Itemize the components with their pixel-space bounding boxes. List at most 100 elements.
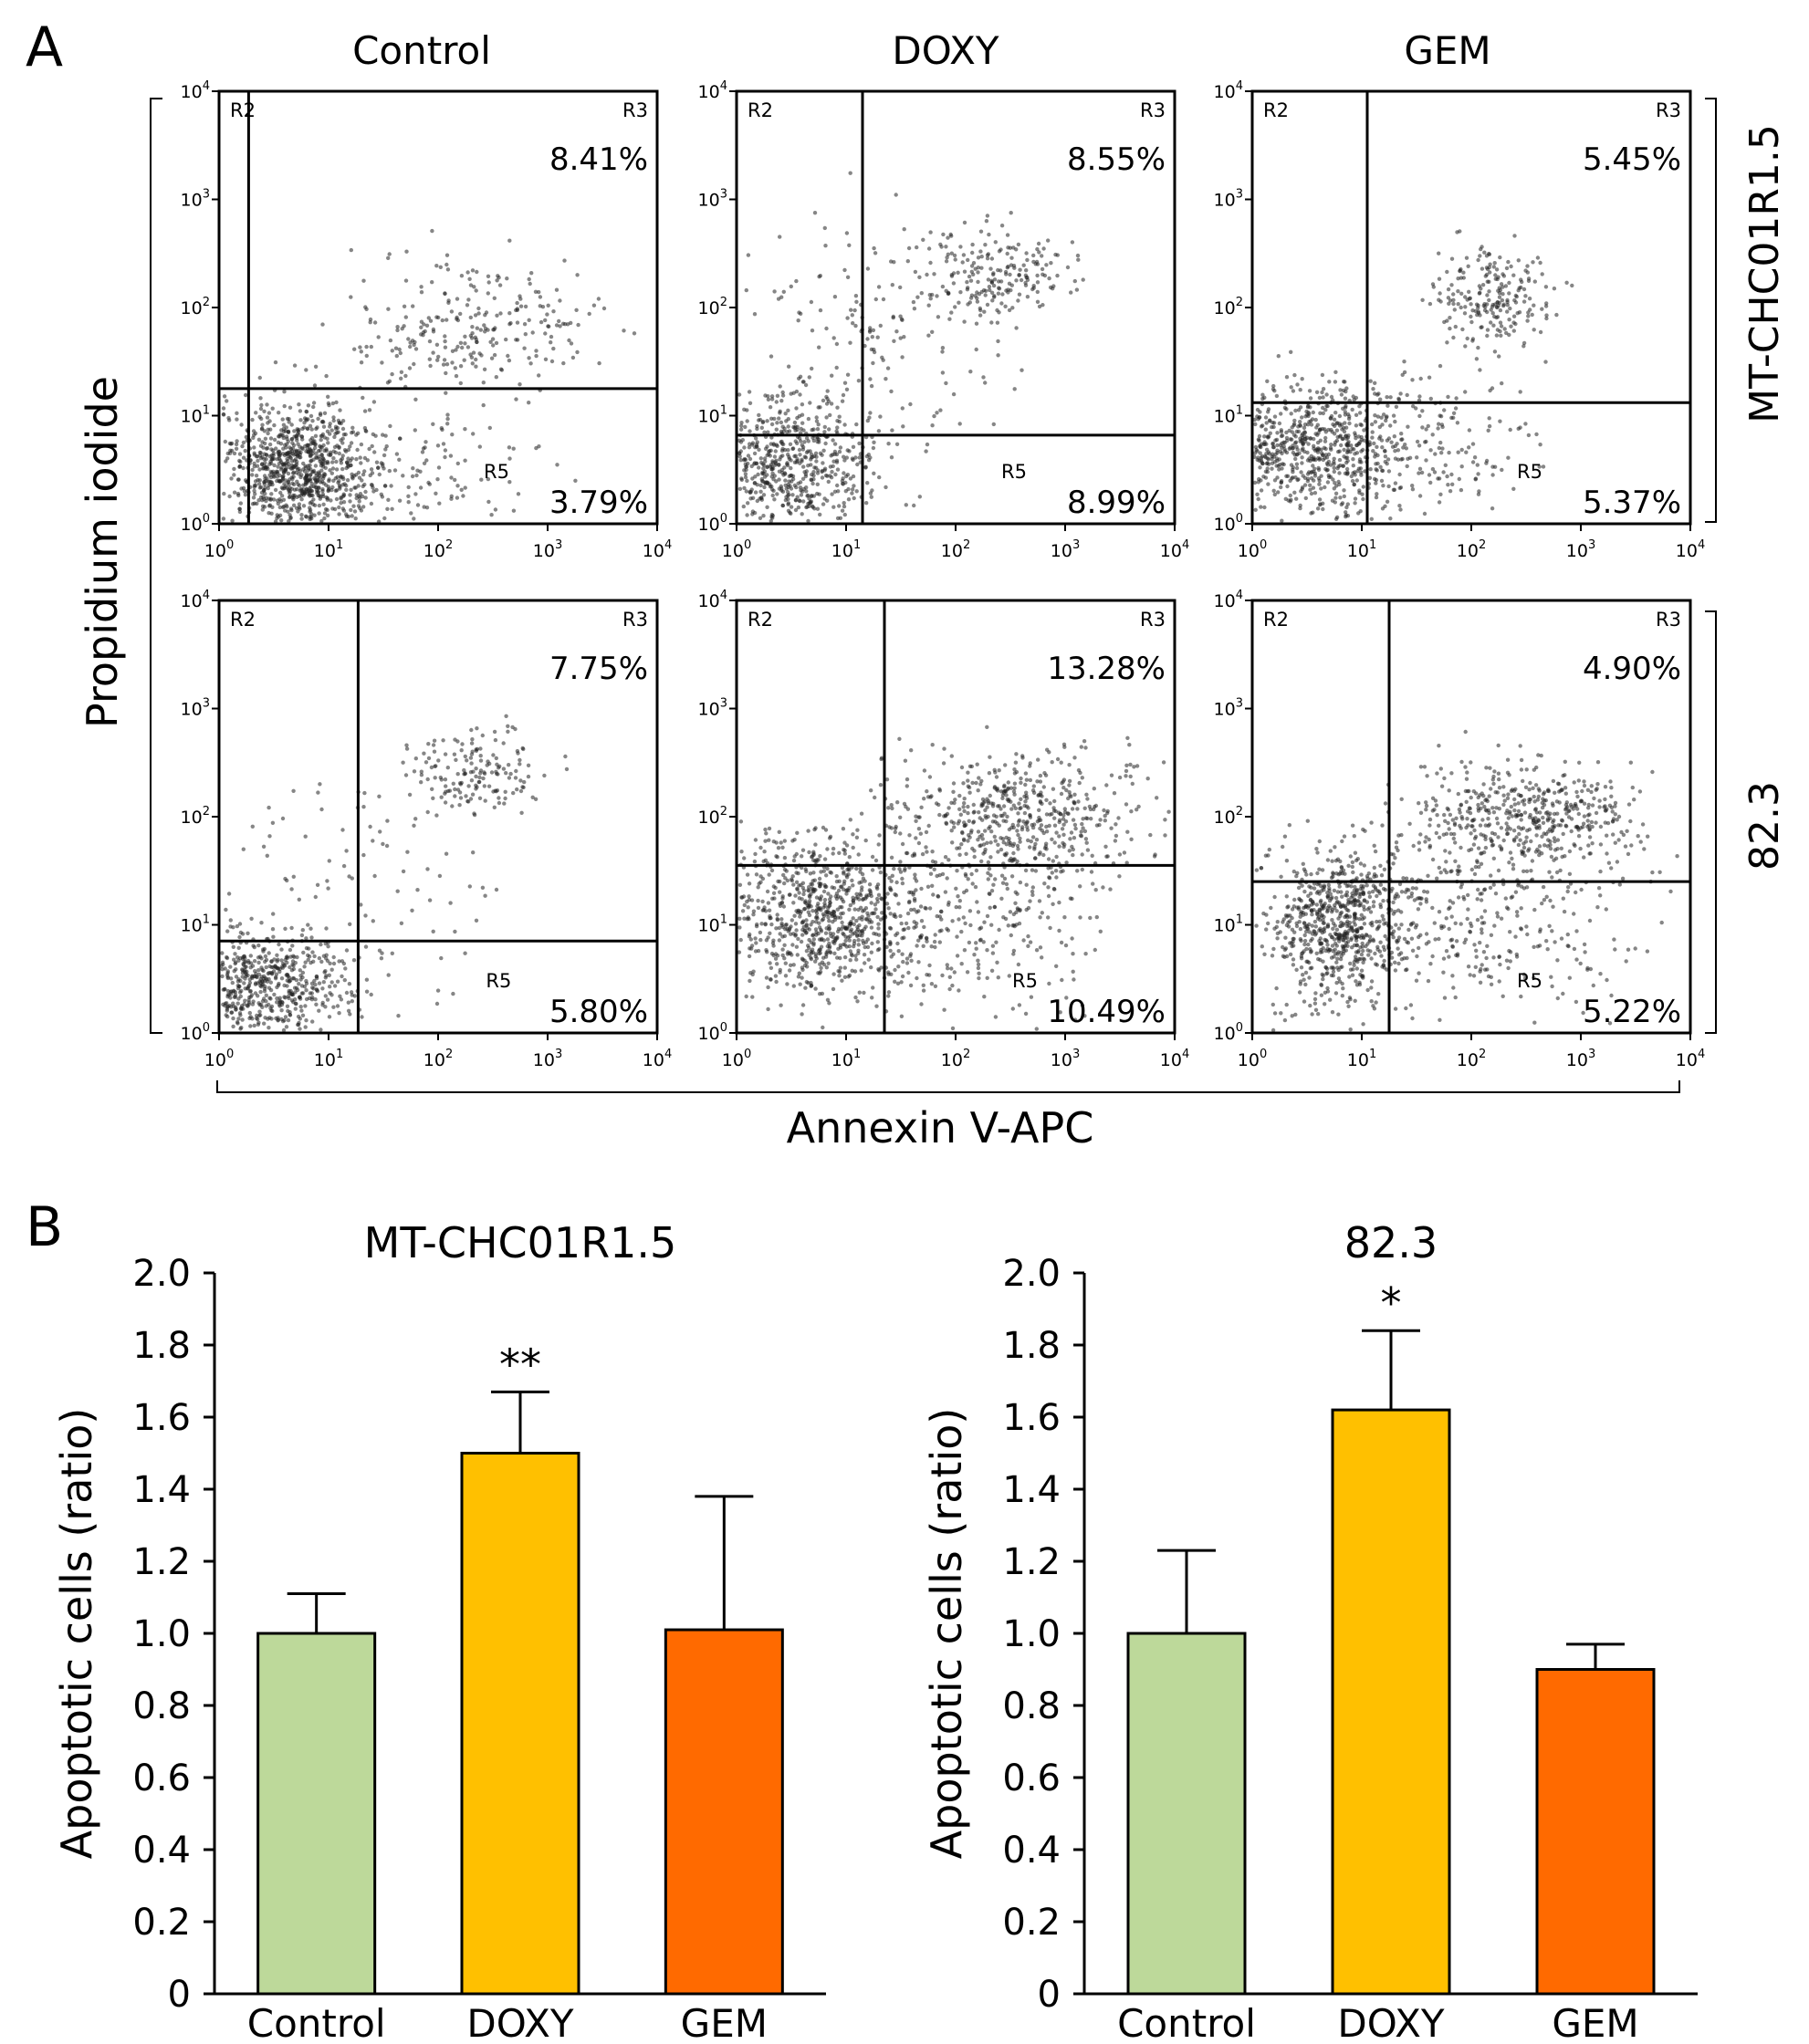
- event-dot: [1485, 328, 1490, 332]
- event-dot: [1538, 443, 1542, 447]
- event-dot: [445, 412, 450, 417]
- event-dot: [1072, 792, 1077, 797]
- event-dot: [573, 478, 578, 483]
- event-dot: [809, 299, 814, 305]
- event-dot: [856, 852, 861, 857]
- event-dot: [829, 871, 833, 875]
- event-dot: [1390, 444, 1396, 449]
- event-dot: [1441, 470, 1446, 474]
- event-dot: [227, 494, 232, 499]
- event-dot: [233, 961, 237, 966]
- event-dot: [349, 295, 353, 299]
- event-dot: [238, 1013, 243, 1017]
- event-dot: [800, 444, 806, 450]
- event-dot: [1356, 511, 1361, 516]
- event-dot: [850, 878, 854, 883]
- event-dot: [291, 788, 296, 793]
- event-dot: [316, 790, 320, 795]
- event-dot: [277, 434, 281, 439]
- event-dot: [809, 499, 814, 504]
- event-dot: [337, 421, 342, 425]
- event-dot: [1420, 409, 1425, 413]
- event-dot: [1459, 291, 1464, 296]
- event-dot: [787, 454, 791, 459]
- event-dot: [622, 328, 626, 333]
- event-dot: [851, 832, 855, 837]
- event-dot: [266, 1017, 270, 1021]
- event-dot: [800, 1003, 806, 1007]
- event-dot: [450, 433, 455, 437]
- event-dot: [284, 434, 289, 439]
- event-dot: [1500, 381, 1504, 386]
- event-dot: [1018, 806, 1022, 811]
- event-dot: [376, 335, 381, 339]
- event-dot: [444, 262, 449, 267]
- event-dot: [413, 492, 418, 496]
- event-dot: [746, 905, 750, 910]
- event-dot: [497, 796, 501, 800]
- event-dot: [326, 394, 330, 399]
- event-dot: [813, 927, 819, 932]
- event-dot: [575, 349, 580, 355]
- event-dot: [829, 894, 833, 899]
- event-dot: [830, 469, 834, 474]
- event-dot: [1014, 278, 1019, 283]
- event-dot: [783, 483, 788, 487]
- event-dot: [1308, 436, 1312, 441]
- event-dot: [744, 287, 748, 293]
- event-dot: [847, 907, 852, 912]
- event-dot: [1391, 413, 1396, 418]
- event-dot: [870, 996, 874, 1000]
- event-dot: [1541, 464, 1546, 469]
- event-dot: [836, 969, 841, 974]
- event-dot: [349, 990, 354, 995]
- event-dot: [262, 482, 267, 486]
- event-dot: [403, 373, 408, 379]
- event-dot: [778, 932, 782, 936]
- event-dot: [308, 447, 312, 453]
- event-dot: [1054, 830, 1059, 835]
- event-dot: [505, 276, 509, 281]
- event-dot: [951, 781, 957, 786]
- event-dot: [1064, 860, 1069, 865]
- plot-r2c1-x-tick-label: 103: [533, 1048, 562, 1070]
- event-dot: [1449, 472, 1454, 477]
- event-dot: [754, 443, 759, 447]
- event-dot: [936, 315, 941, 319]
- event-dot: [300, 928, 305, 933]
- event-dot: [335, 979, 340, 984]
- event-dot: [328, 422, 332, 426]
- event-dot: [850, 968, 854, 974]
- event-dot: [340, 466, 345, 472]
- event-dot: [1003, 304, 1008, 308]
- event-dot: [304, 409, 308, 414]
- event-dot: [1076, 257, 1081, 262]
- event-dot: [308, 413, 314, 419]
- event-dot: [855, 462, 860, 467]
- event-dot: [225, 1005, 230, 1009]
- event-dot: [350, 999, 354, 1004]
- event-dot: [256, 437, 262, 442]
- event-dot: [237, 990, 243, 995]
- event-dot: [1321, 453, 1325, 458]
- event-dot: [1024, 251, 1029, 256]
- event-dot: [285, 1004, 290, 1009]
- event-dot: [785, 982, 789, 986]
- event-dot: [287, 420, 291, 424]
- event-dot: [789, 877, 794, 881]
- event-dot: [978, 306, 983, 311]
- event-dot: [489, 356, 495, 360]
- event-dot: [795, 953, 800, 957]
- event-dot: [802, 906, 808, 912]
- event-dot: [835, 936, 840, 941]
- event-dot: [1463, 305, 1468, 309]
- plot-r1c2-x-tick-label: 101: [831, 538, 861, 561]
- event-dot: [1538, 260, 1542, 266]
- event-dot: [855, 828, 860, 832]
- event-dot: [257, 954, 263, 959]
- event-dot: [744, 489, 748, 494]
- event-dot: [555, 463, 559, 467]
- event-dot: [261, 982, 266, 987]
- event-dot: [869, 383, 874, 389]
